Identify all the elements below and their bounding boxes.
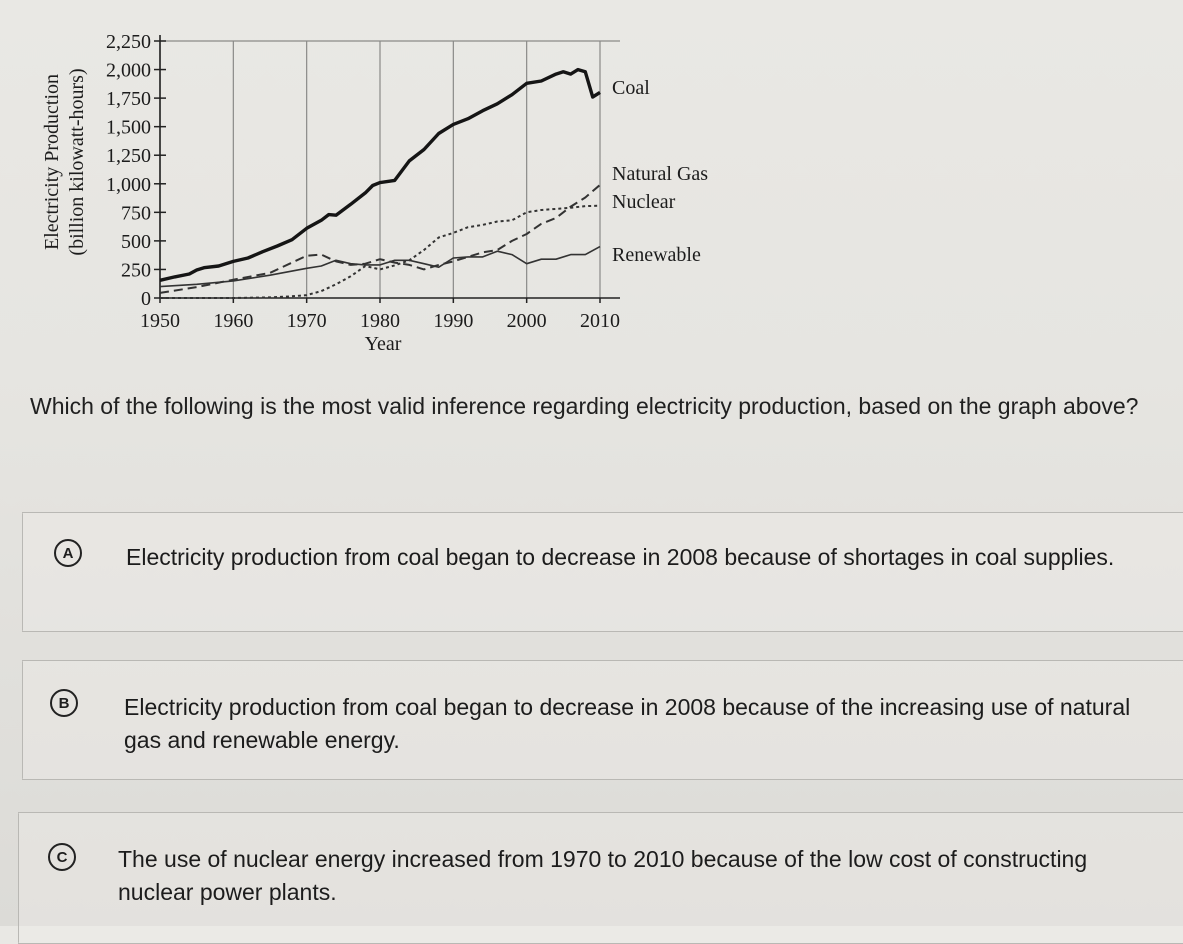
series-line-nuclear [160, 204, 601, 299]
x-tick-label: 1950 [140, 310, 180, 332]
choice-a-letter: A [54, 539, 82, 567]
y-tick-label: 1,250 [106, 145, 151, 167]
choice-b[interactable]: B Electricity production from coal began… [22, 660, 1183, 780]
y-tick-label: 0 [141, 288, 151, 310]
x-axis-label: Year [365, 333, 402, 355]
choice-a-text: Electricity production from coal began t… [126, 544, 1115, 570]
series-line-renewable [159, 245, 601, 288]
x-tick-label: 2010 [580, 310, 620, 332]
question-text: Which of the following is the most valid… [30, 393, 1139, 419]
x-tick-label: 1980 [360, 310, 400, 332]
series-label-renewable: Renewable [612, 244, 701, 266]
series-labels: Coal Natural Gas Nuclear Renewable [612, 77, 708, 266]
series-label-coal: Coal [612, 77, 650, 99]
x-tick-label: 1960 [213, 310, 253, 332]
series-line-coal [159, 67, 601, 282]
choice-b-letter: B [50, 689, 78, 717]
choice-c-letter: C [48, 843, 76, 871]
series-label-natural-gas: Natural Gas [612, 163, 708, 185]
chart-axes [154, 35, 620, 303]
electricity-production-chart: 0 250 500 750 1,000 1,250 1,500 1,750 2,000 2,250… [41, 31, 708, 355]
series-label-nuclear: Nuclear [612, 191, 676, 213]
y-tick-label: 500 [121, 231, 151, 253]
choice-c-text: The use of nuclear energy increased from… [118, 846, 1088, 905]
y-tick-label: 250 [121, 259, 151, 281]
y-tick-label: 2,000 [106, 60, 151, 82]
choice-b-text: Electricity production from coal began t… [124, 694, 1131, 753]
x-tick-label: 2000 [507, 310, 547, 332]
x-tick-label: 1970 [287, 310, 327, 332]
y-axis-label: Electricity Production [41, 74, 63, 250]
choice-c[interactable]: C The use of nuclear energy increased fr… [18, 812, 1183, 944]
y-tick-label: 1,000 [106, 174, 151, 196]
y-tick-labels: 0 250 500 750 1,000 1,250 1,500 1,750 2,000 2,250 [106, 31, 151, 310]
x-tick-label: 1990 [433, 310, 473, 332]
choice-a[interactable]: A Electricity production from coal began… [22, 512, 1183, 632]
y-tick-label: 1,500 [106, 117, 151, 139]
x-tick-labels: 1950 1960 1970 1980 1990 2000 2010 [140, 310, 620, 332]
y-tick-label: 2,250 [106, 31, 151, 53]
y-tick-label: 750 [121, 202, 151, 224]
y-tick-label: 1,750 [106, 88, 151, 110]
y-axis-unit-label: (billion kilowatt-hours) [66, 68, 88, 255]
series-lines [159, 67, 601, 299]
series-line-natural-gas [159, 184, 601, 294]
